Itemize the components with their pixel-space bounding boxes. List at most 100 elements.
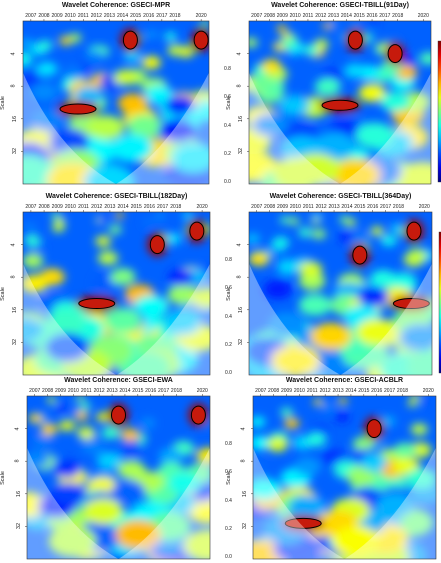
significance-contour: [59, 103, 97, 115]
y-tick-label: 8: [10, 275, 17, 279]
coherence-blob: [313, 398, 324, 406]
coherence-blob: [117, 93, 148, 114]
panel-title: Wavelet Coherence: GSECI-TBILL(91Day): [271, 2, 409, 9]
coherence-panel-4: Wavelet Coherence: GSECI-TBILL(364Day) 20…: [226, 193, 441, 379]
coherence-blob: [312, 212, 322, 220]
coherence-blob: [24, 235, 41, 247]
coherence-blob: [23, 70, 42, 87]
coherence-blob: [119, 442, 143, 459]
colorbar-tick-label: 0.0: [225, 370, 232, 376]
x-tick-label: 2010: [64, 204, 76, 210]
coherence-blob: [352, 436, 374, 452]
coherence-panel-3: Wavelet Coherence: GSECI-TBILL(182Day) 20…: [0, 193, 232, 379]
coherence-panel-6: Wavelet Coherence: GSECI-ACBLR 2007 2008 20…: [226, 377, 441, 563]
x-tick-label: 2017: [157, 204, 169, 210]
coherence-blob: [98, 216, 109, 224]
coherence-blob: [313, 132, 356, 160]
x-tick-label: 2013: [328, 13, 340, 19]
coherence-blob: [23, 52, 33, 65]
x-tick-label: 2017: [158, 388, 170, 394]
colorbar-tick-label: 0.2: [225, 525, 232, 532]
coherence-blob: [288, 217, 300, 225]
coherence-blob: [28, 413, 43, 424]
coherence-blob: [380, 416, 396, 427]
colorbar: [438, 231, 441, 374]
coherence-blob: [298, 261, 323, 278]
x-tick-label: 2011: [306, 388, 318, 394]
x-tick-label: 2009: [276, 204, 289, 210]
coherence-blob: [288, 495, 327, 521]
y-axis-label: Scale: [225, 286, 232, 301]
x-tick-label: 2018: [392, 204, 405, 210]
x-tick-label: 2010: [289, 204, 301, 210]
coherence-blob: [75, 396, 85, 402]
coherence-blob: [27, 450, 50, 468]
coherence-heatmap: [25, 394, 211, 560]
significance-contour: [78, 298, 116, 310]
x-tick-label: 2017: [379, 13, 391, 19]
x-tick-label: 2014: [116, 13, 129, 19]
significance-contour: [149, 235, 165, 255]
coherence-blob: [406, 468, 436, 489]
significance-contour: [392, 298, 430, 310]
x-tick-label: 2015: [358, 388, 370, 394]
coherence-blob: [267, 311, 307, 338]
coherence-blob: [406, 248, 427, 263]
significance-contour: [321, 99, 359, 111]
coherence-blob: [113, 69, 137, 86]
coherence-blob: [339, 215, 350, 224]
coherence-blob: [419, 52, 431, 65]
x-tick-label: 2014: [340, 13, 352, 19]
coherence-blob: [339, 232, 354, 243]
x-tick-label: 2014: [119, 388, 131, 394]
coherence-blob: [410, 423, 428, 436]
x-tick-label: 2016: [366, 13, 378, 19]
coherence-blob: [54, 219, 66, 228]
coherence-blob: [68, 33, 82, 43]
y-tick-label: 16: [238, 306, 245, 313]
coherence-blob: [110, 134, 153, 162]
x-tick-label: 2012: [93, 388, 105, 394]
coherence-blob: [63, 63, 85, 79]
x-tick-label: 2008: [264, 204, 276, 210]
coherence-blob: [134, 295, 168, 318]
coherence-blob: [249, 37, 258, 48]
coherence-panel-2: Wavelet Coherence: GSECI-TBILL(91Day) 200…: [226, 2, 441, 188]
coherence-blob: [397, 162, 431, 184]
coherence-blob: [249, 251, 270, 266]
coherence-blob: [31, 434, 53, 449]
coherence-blob: [249, 75, 275, 93]
coherence-blob: [123, 50, 142, 63]
y-axis-label: Scale: [225, 95, 232, 110]
coherence-blob: [141, 56, 161, 70]
coherence-blob: [37, 40, 53, 51]
x-tick-label: 2015: [132, 388, 144, 394]
x-tick-label: 2015: [354, 204, 366, 210]
coherence-blob: [330, 158, 381, 184]
coherence-blob: [23, 253, 44, 269]
coherence-blob: [370, 269, 397, 288]
x-tick-label: 2011: [78, 204, 89, 210]
significance-contour: [189, 221, 205, 241]
coherence-blob: [96, 412, 110, 422]
coherence-blob: [51, 212, 61, 220]
x-tick-label: 2012: [90, 13, 102, 19]
coherence-blob: [263, 279, 293, 299]
significance-contour: [387, 44, 403, 64]
coherence-blob: [357, 286, 389, 307]
coherence-blob: [285, 35, 299, 45]
coherence-blob: [321, 448, 346, 466]
coherence-blob: [253, 478, 281, 501]
y-tick-label: 4: [10, 52, 17, 56]
coherence-blob: [120, 428, 140, 441]
coherence-blob: [83, 498, 123, 525]
x-tick-label: 2020: [418, 204, 430, 210]
coherence-blob: [253, 416, 266, 428]
coherence-blob: [380, 235, 397, 247]
coherence-blob: [95, 235, 112, 247]
y-tick-label: 8: [236, 84, 243, 88]
coherence-blob: [56, 404, 68, 413]
significance-contour: [347, 30, 363, 50]
x-tick-label: 2011: [302, 204, 314, 210]
